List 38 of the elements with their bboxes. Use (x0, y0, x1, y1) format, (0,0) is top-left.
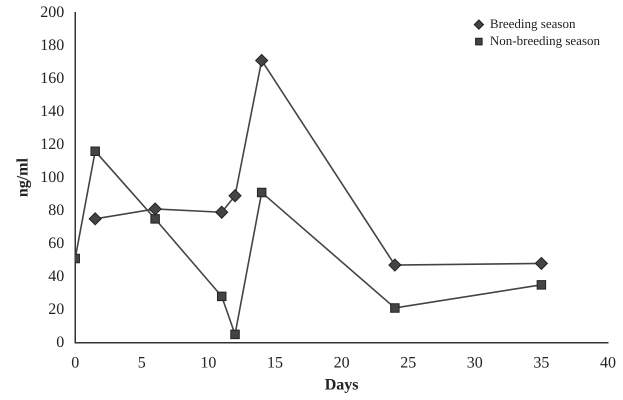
y-tick-label: 160 (40, 70, 64, 87)
point (536, 280, 546, 290)
x-tick-label: 30 (466, 354, 483, 372)
point (534, 256, 548, 270)
y-tick-label: 80 (48, 202, 64, 219)
point (390, 303, 400, 313)
x-tick-label: 10 (200, 354, 216, 372)
y-tick-label: 140 (40, 102, 64, 120)
point (388, 258, 402, 272)
point (230, 330, 240, 340)
point (90, 146, 100, 156)
x-tick-label: 25 (400, 354, 416, 372)
y-tick-label: 20 (48, 300, 64, 318)
legend-label: Non-breeding season (490, 33, 600, 48)
point (88, 212, 102, 226)
y-tick-label: 120 (40, 136, 64, 153)
x-axis-title: Days (324, 376, 358, 394)
y-tick-label: 60 (48, 234, 64, 252)
y-axis-title: ng/ml (14, 157, 32, 198)
x-tick-label: 15 (267, 354, 283, 372)
point (255, 54, 268, 67)
legend-label: Breeding season (490, 16, 576, 32)
point (256, 188, 266, 198)
x-tick-label: 35 (533, 354, 550, 372)
point (215, 206, 228, 219)
point (216, 292, 226, 302)
x-tick-label: 20 (334, 354, 350, 372)
y-tick-label: 100 (40, 168, 64, 186)
x-tick-label: 5 (138, 354, 146, 372)
point (148, 202, 162, 216)
point (150, 214, 160, 224)
point (228, 189, 242, 202)
y-tick-label: 200 (40, 4, 64, 21)
x-tick-label: 40 (600, 354, 616, 372)
y-tick-label: 0 (56, 334, 64, 351)
y-tick-label: 180 (40, 36, 64, 54)
x-tick-label: 0 (71, 354, 80, 372)
y-tick-label: 40 (48, 268, 64, 285)
